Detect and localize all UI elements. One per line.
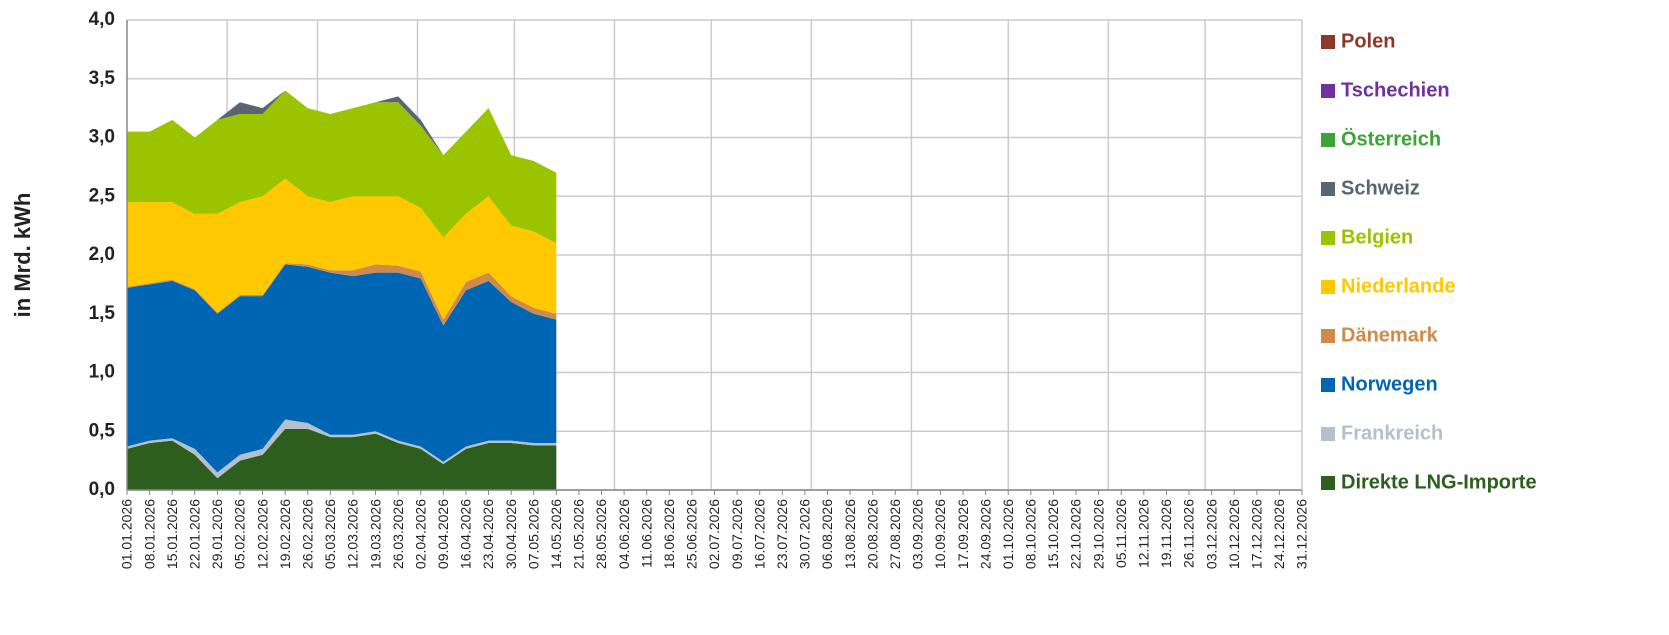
- x-tick-label: 10.12.2026: [1226, 499, 1242, 569]
- legend-swatch: [1321, 378, 1335, 392]
- x-tick-label: 29.01.2026: [209, 499, 225, 569]
- x-tick-label: 06.08.2026: [819, 499, 835, 569]
- y-tick-label: 2,5: [89, 185, 116, 206]
- x-tick-label: 09.07.2026: [729, 499, 745, 569]
- x-tick-label: 09.04.2026: [435, 499, 451, 569]
- x-tick-label: 31.12.2026: [1294, 499, 1310, 569]
- area: [127, 178, 557, 320]
- legend-label: Polen: [1341, 30, 1395, 52]
- x-tick-label: 22.10.2026: [1068, 499, 1084, 569]
- legend-label: Österreich: [1341, 127, 1441, 150]
- x-tick-label: 03.12.2026: [1203, 499, 1219, 569]
- legend-swatch: [1321, 133, 1335, 147]
- x-tick-label: 18.06.2026: [661, 499, 677, 569]
- x-tick-label: 12.03.2026: [345, 499, 361, 569]
- y-tick-label: 4,0: [89, 9, 115, 30]
- x-tick-label: 12.11.2026: [1136, 499, 1152, 568]
- legend-swatch: [1321, 35, 1335, 49]
- x-tick-label: 30.07.2026: [797, 499, 813, 569]
- y-tick-label: 1,5: [89, 303, 116, 324]
- y-tick-label: 2,0: [89, 244, 115, 265]
- x-tick-label: 27.08.2026: [887, 499, 903, 569]
- x-tick-label: 01.01.2026: [119, 499, 135, 569]
- legend-swatch: [1321, 427, 1335, 441]
- legend-swatch: [1321, 329, 1335, 343]
- x-tick-label: 08.10.2026: [1023, 499, 1039, 569]
- x-tick-label: 29.10.2026: [1090, 499, 1106, 569]
- legend-label: Tschechien: [1341, 79, 1450, 101]
- y-axis-label: in Mrd. kWh: [10, 193, 35, 318]
- x-tick-label: 23.04.2026: [480, 499, 496, 569]
- legend-label: Direkte LNG-Importe: [1341, 471, 1537, 493]
- x-tick-label: 13.08.2026: [842, 499, 858, 569]
- x-tick-label: 24.12.2026: [1271, 499, 1287, 569]
- area: [127, 419, 557, 479]
- legend-swatch: [1321, 476, 1335, 490]
- x-tick-label: 14.05.2026: [548, 499, 564, 569]
- x-tick-label: 02.04.2026: [412, 499, 428, 569]
- x-tick-label: 17.12.2026: [1249, 499, 1265, 569]
- x-tick-label: 22.01.2026: [186, 499, 202, 569]
- x-tick-label: 19.02.2026: [277, 499, 293, 569]
- y-tick-label: 3,0: [89, 127, 115, 148]
- y-tick-label: 3,5: [89, 68, 116, 89]
- x-tick-label: 26.11.2026: [1181, 499, 1197, 568]
- legend-swatch: [1321, 182, 1335, 196]
- legend-swatch: [1321, 84, 1335, 98]
- x-tick-label: 28.05.2026: [593, 499, 609, 569]
- x-tick-label: 26.03.2026: [390, 499, 406, 569]
- x-tick-label: 24.09.2026: [977, 499, 993, 569]
- area: [127, 90, 557, 173]
- legend-label: Belgien: [1341, 226, 1413, 248]
- legend-label: Schweiz: [1341, 177, 1420, 199]
- x-tick-label: 16.04.2026: [458, 499, 474, 569]
- x-tick-label: 10.09.2026: [932, 499, 948, 569]
- x-tick-label: 21.05.2026: [571, 499, 587, 569]
- x-tick-label: 07.05.2026: [525, 499, 541, 569]
- area: [127, 428, 557, 490]
- x-tick-label: 20.08.2026: [864, 499, 880, 569]
- x-tick-label: 11.06.2026: [638, 499, 654, 568]
- x-tick-label: 19.03.2026: [367, 499, 383, 569]
- x-tick-label: 05.02.2026: [232, 499, 248, 569]
- x-tick-label: 30.04.2026: [503, 499, 519, 569]
- x-tick-label: 02.07.2026: [706, 499, 722, 569]
- x-tick-label: 25.06.2026: [684, 499, 700, 569]
- legend-label: Frankreich: [1341, 422, 1443, 444]
- area: [127, 90, 557, 244]
- x-tick-label: 04.06.2026: [616, 499, 632, 569]
- legend-label: Niederlande: [1341, 275, 1455, 297]
- legend-label: Dänemark: [1341, 324, 1439, 346]
- x-tick-label: 12.02.2026: [254, 499, 270, 569]
- y-tick-label: 0,5: [89, 420, 116, 441]
- legend-label: Norwegen: [1341, 373, 1438, 395]
- y-tick-label: 0,0: [89, 479, 115, 500]
- x-tick-label: 01.10.2026: [1000, 499, 1016, 569]
- x-tick-label: 03.09.2026: [910, 499, 926, 569]
- legend-swatch: [1321, 231, 1335, 245]
- x-tick-label: 05.03.2026: [322, 499, 338, 569]
- x-tick-label: 05.11.2026: [1113, 499, 1129, 568]
- y-tick-label: 1,0: [89, 362, 115, 383]
- legend-swatch: [1321, 280, 1335, 294]
- x-tick-label: 17.09.2026: [955, 499, 971, 569]
- area: [127, 264, 557, 473]
- x-tick-label: 19.11.2026: [1158, 499, 1174, 568]
- x-tick-label: 08.01.2026: [141, 499, 157, 569]
- x-tick-label: 15.10.2026: [1045, 499, 1061, 569]
- x-tick-label: 16.07.2026: [751, 499, 767, 569]
- x-tick-label: 26.02.2026: [299, 499, 315, 569]
- x-tick-label: 15.01.2026: [164, 499, 180, 569]
- x-tick-label: 23.07.2026: [774, 499, 790, 569]
